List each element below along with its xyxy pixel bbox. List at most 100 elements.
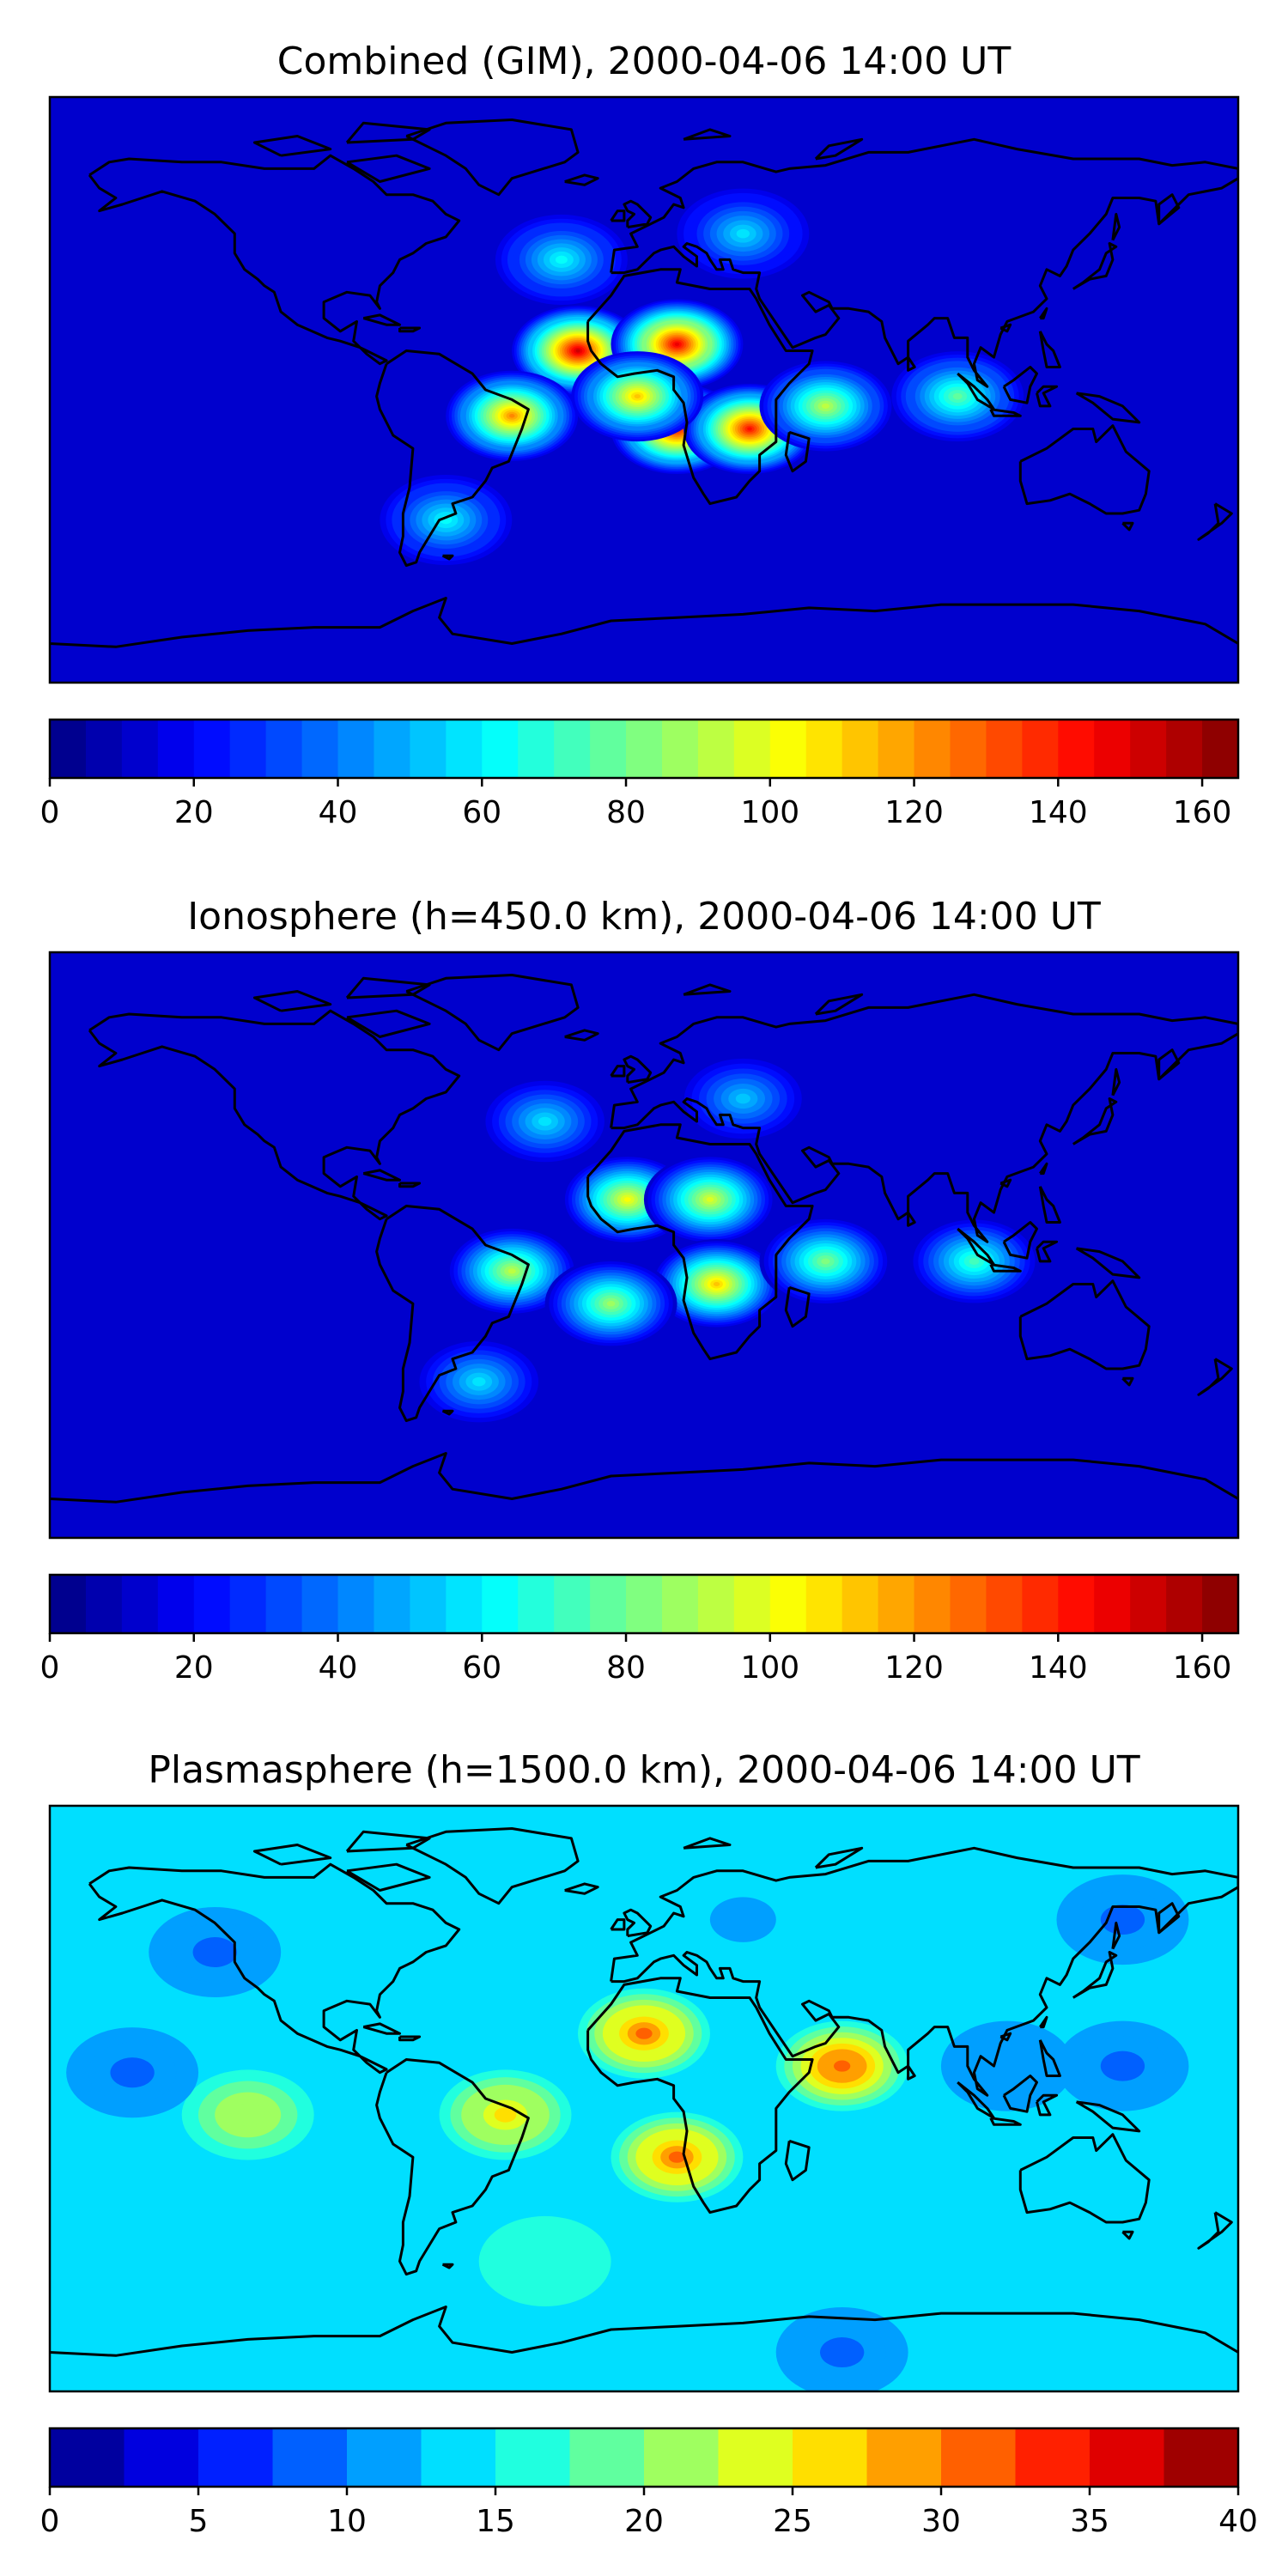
- colorbar-swatch: [410, 720, 447, 778]
- colorbar-swatch: [718, 2428, 793, 2487]
- contour-level: [735, 1093, 750, 1104]
- coastline: [999, 2032, 1012, 2042]
- coastline: [623, 1054, 653, 1084]
- coastline: [1018, 2133, 1151, 2224]
- colorbar-swatch: [697, 1575, 735, 1633]
- coastline: [441, 1409, 454, 1416]
- coastline: [1072, 242, 1118, 290]
- colorbar-swatch: [85, 1575, 123, 1633]
- colorbar-swatch: [446, 720, 483, 778]
- coastline: [362, 1169, 401, 1182]
- colorbar-swatch: [1202, 1575, 1239, 1633]
- panel-title: Ionosphere (h=450.0 km), 2000-04-06 14:0…: [187, 895, 1101, 939]
- coastline: [88, 1009, 461, 1221]
- colorbar-swatch: [793, 2428, 868, 2487]
- map-panel: [50, 97, 1238, 683]
- colorbar-swatch: [265, 720, 303, 778]
- contour-level: [713, 1281, 720, 1286]
- coastline: [405, 974, 580, 1052]
- coastline: [441, 2263, 454, 2269]
- coastline: [683, 1837, 732, 1850]
- coastline: [610, 1065, 626, 1078]
- coastline: [346, 1862, 431, 1892]
- colorbar-swatch: [157, 1575, 195, 1633]
- contour-level: [606, 1300, 616, 1307]
- colorbar-tick-label: 30: [921, 2504, 961, 2539]
- colorbar-swatch: [421, 2428, 496, 2487]
- colorbar-swatch: [265, 1575, 303, 1633]
- contour-level: [1100, 2050, 1145, 2081]
- coastline: [346, 154, 431, 183]
- contour-level: [192, 1936, 237, 1968]
- colorbar-swatch: [941, 2428, 1017, 2487]
- coastline: [683, 128, 732, 141]
- colorbar-swatch: [986, 720, 1023, 778]
- contour-level: [821, 403, 829, 410]
- coastline: [586, 1977, 814, 2215]
- colorbar-tick-label: 100: [740, 1650, 799, 1686]
- coastline: [610, 993, 1238, 1243]
- colorbar-swatch: [1094, 720, 1131, 778]
- coastline: [784, 1285, 811, 1328]
- colorbar-swatch: [626, 1575, 663, 1633]
- coastline: [610, 1846, 1238, 2097]
- colorbar-swatch: [229, 1575, 267, 1633]
- colorbar-swatch: [769, 1575, 807, 1633]
- colorbar-frame: [48, 718, 1240, 780]
- field-feature: [571, 351, 704, 442]
- field-feature: [66, 2027, 199, 2118]
- coastline: [1157, 193, 1181, 225]
- colorbar-tick-label: 40: [319, 795, 358, 830]
- field-feature: [495, 214, 628, 305]
- colorbar-swatch: [50, 2428, 125, 2487]
- field-feature: [611, 2111, 744, 2202]
- coastline: [1075, 2100, 1141, 2133]
- colorbar-swatch: [1166, 720, 1203, 778]
- field-background: [50, 952, 1238, 1538]
- colorbar-swatch: [193, 1575, 231, 1633]
- field-feature: [181, 2069, 314, 2160]
- coastline: [405, 1827, 580, 1905]
- coastline: [1039, 2015, 1048, 2029]
- colorbar-swatch: [1166, 1575, 1203, 1633]
- colorbar-swatch: [518, 1575, 555, 1633]
- coastline: [1039, 307, 1048, 320]
- coastline: [623, 1908, 653, 1938]
- coastline: [346, 1009, 431, 1038]
- coastline: [398, 1182, 422, 1188]
- field-feature: [677, 1053, 810, 1145]
- colorbar-tick-label: 60: [462, 795, 501, 830]
- coastline: [989, 408, 1022, 417]
- colorbar-tick-label: 140: [1029, 795, 1088, 830]
- colorbar-swatch: [1130, 1575, 1167, 1633]
- coastline: [1121, 2230, 1134, 2240]
- contour-level: [736, 228, 750, 239]
- colorbar: 0 20 40 60 80 100 120 140 160: [40, 718, 1240, 830]
- colorbar-swatch: [805, 720, 843, 778]
- contour-level: [494, 2107, 517, 2123]
- coastline: [610, 1918, 626, 1931]
- field-feature: [775, 2307, 908, 2391]
- coastline: [252, 990, 332, 1012]
- coastline: [405, 118, 580, 197]
- panel-title: Plasmasphere (h=1500.0 km), 2000-04-06 1…: [148, 1748, 1139, 1792]
- field-feature: [446, 370, 579, 461]
- colorbar-frame: [48, 1573, 1240, 1635]
- colorbar-tick-label: 0: [40, 795, 60, 830]
- coastline: [907, 1212, 916, 1227]
- colorbar-swatch: [301, 720, 339, 778]
- coastline: [814, 1846, 864, 1869]
- colorbar-swatch: [661, 1575, 699, 1633]
- colorbar: 0 20 40 60 80 100 120 140 160: [40, 1573, 1240, 1686]
- contour-level: [821, 1258, 830, 1265]
- field-feature: [446, 1225, 579, 1316]
- coastline: [441, 554, 454, 561]
- contour-level: [508, 414, 515, 418]
- colorbar-swatch: [626, 720, 663, 778]
- contour-level: [575, 349, 580, 353]
- contour-level: [635, 2027, 653, 2039]
- contour-level: [709, 1897, 776, 1942]
- colorbar-swatch: [986, 1575, 1023, 1633]
- coastline: [814, 137, 864, 161]
- coastline: [1038, 2039, 1061, 2077]
